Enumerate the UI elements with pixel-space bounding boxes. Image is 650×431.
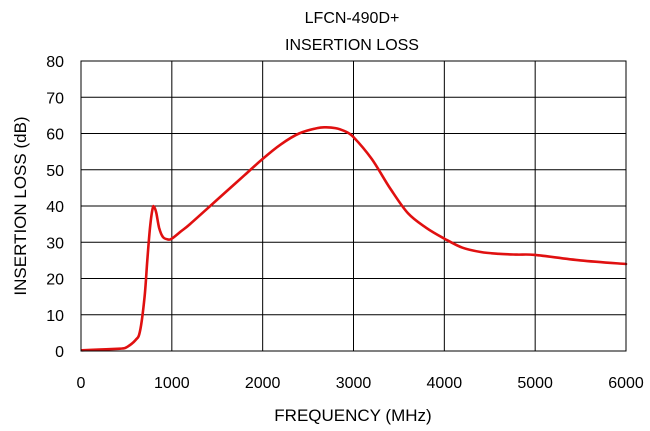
x-tick-label: 3000 bbox=[336, 375, 372, 392]
y-tick-label: 50 bbox=[46, 163, 64, 180]
x-tick-label: 0 bbox=[77, 375, 86, 392]
tick-labels: 0 1000 2000 3000 4000 5000 6000 0 10 20 30 40 50 60 70… bbox=[46, 54, 644, 392]
chart-title-line-1: LFCN-490D+ bbox=[305, 10, 400, 27]
chart-title-line-2: INSERTION LOSS bbox=[285, 37, 419, 54]
insertion-loss-line bbox=[80, 125, 628, 352]
y-axis-label: INSERTION LOSS (dB) bbox=[11, 116, 30, 295]
x-tick-label: 4000 bbox=[427, 375, 463, 392]
plot-area-border bbox=[80, 60, 627, 352]
y-tick-label: 10 bbox=[46, 308, 64, 325]
y-tick-label: 60 bbox=[46, 127, 64, 144]
y-tick-label: 40 bbox=[46, 199, 64, 216]
x-axis-label: FREQUENCY (MHz) bbox=[274, 406, 431, 425]
x-tick-label: 6000 bbox=[608, 375, 644, 392]
y-tick-label: 30 bbox=[46, 235, 64, 252]
y-tick-label: 20 bbox=[46, 272, 64, 289]
x-tick-label: 5000 bbox=[517, 375, 553, 392]
grid bbox=[80, 60, 627, 352]
y-tick-label: 70 bbox=[46, 90, 64, 107]
x-tick-label: 2000 bbox=[245, 375, 281, 392]
x-tick-label: 1000 bbox=[154, 375, 190, 392]
y-tick-label: 80 bbox=[46, 54, 64, 71]
y-tick-label: 0 bbox=[55, 344, 64, 361]
